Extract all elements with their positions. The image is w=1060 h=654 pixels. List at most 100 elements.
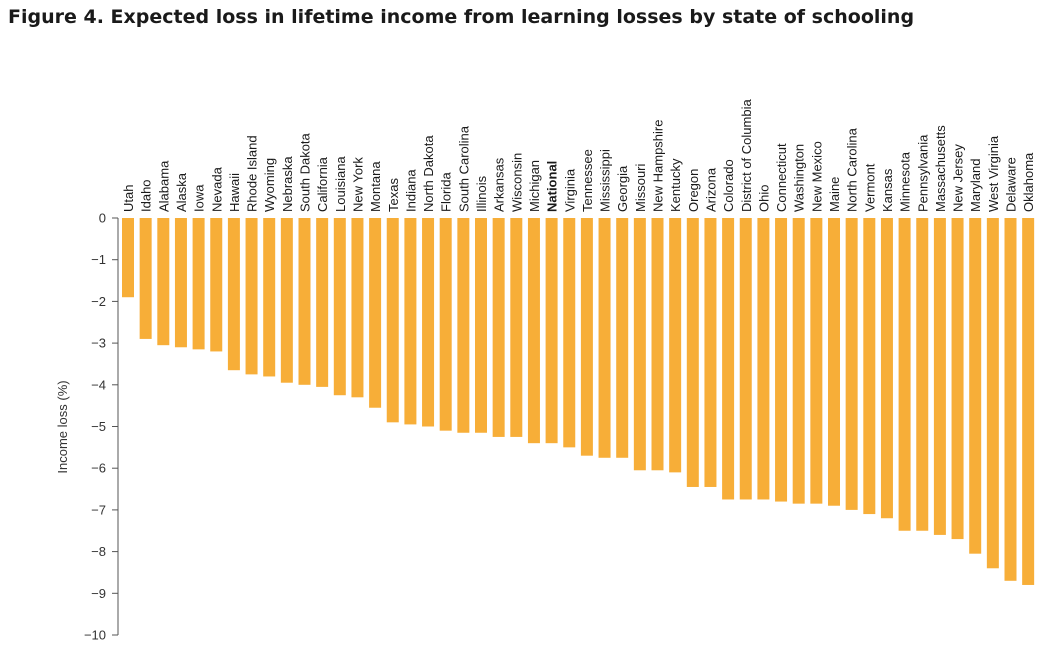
category-label: Indiana [403,169,418,212]
category-label: Missouri [633,163,648,212]
category-label: Illinois [474,175,489,212]
category-label: Delaware [1004,157,1019,212]
category-label: Ohio [756,185,771,212]
bar [386,218,399,423]
bar [775,218,788,502]
category-label: Kentucky [668,158,683,212]
y-tick-label: −5 [91,419,106,434]
bar [792,218,805,504]
category-label: Wyoming [262,158,277,212]
bar [880,218,893,519]
bar [527,218,540,444]
category-label: Vermont [862,163,877,212]
bar [298,218,311,385]
bar [969,218,982,554]
bar [916,218,929,531]
bar [1004,218,1017,581]
category-label: Connecticut [774,143,789,212]
bar [210,218,223,352]
category-label: New Mexico [809,141,824,212]
y-tick-label: −4 [91,377,106,392]
bar [333,218,346,396]
category-label: Nebraska [280,156,295,212]
bar [245,218,258,375]
bar [1022,218,1035,585]
bar [157,218,170,346]
bar [227,218,240,371]
category-label: District of Columbia [739,99,754,212]
bar [739,218,752,500]
category-label: Colorado [721,159,736,212]
bar [616,218,629,458]
category-label: Maine [827,177,842,212]
bar [457,218,470,433]
category-label: Rhode Island [245,135,260,212]
category-label: South Carolina [456,125,471,212]
bar [828,218,840,506]
category-label: Washington [792,144,807,212]
category-label: Arizona [703,167,718,212]
bar [404,218,417,425]
bar [951,218,964,540]
chart-title: Figure 4. Expected loss in lifetime inco… [8,6,915,28]
bar [722,218,735,500]
bar [704,218,717,487]
bar [686,218,699,487]
y-tick-label: −7 [91,502,106,517]
bar [369,218,382,408]
bar [510,218,523,437]
category-label: Tennessee [580,149,595,212]
category-label: Hawaii [227,173,242,212]
bar [563,218,576,448]
category-label: Florida [439,171,454,212]
category-label: Massachusetts [933,125,948,212]
y-tick-label: −10 [84,628,106,643]
bar [580,218,593,456]
category-label: West Virginia [986,135,1001,212]
category-label: Pennsylvania [915,134,930,212]
category-label: Alabama [156,160,171,212]
category-label: New Jersey [951,144,966,212]
category-label: Georgia [615,165,630,212]
category-label: Kansas [880,168,895,212]
category-label: Mississippi [598,149,613,212]
y-tick-label: −9 [91,586,106,601]
y-tick-label: −3 [91,336,106,351]
bar [316,218,329,387]
bar [757,218,770,500]
category-label: Oregon [686,169,701,212]
category-label: North Dakota [421,135,436,212]
bar [986,218,999,569]
bar [898,218,911,531]
bar [439,218,452,431]
y-tick-label: −2 [91,294,106,309]
bar [810,218,823,504]
category-label: Louisiana [333,156,348,212]
bar [863,218,876,515]
category-label: Montana [368,161,383,212]
bar [192,218,205,350]
y-tick-label: −1 [91,252,106,267]
bar [475,218,487,433]
y-tick-label: 0 [99,211,106,226]
category-label: National [545,161,560,212]
category-label: Iowa [192,184,207,212]
bar [598,218,611,458]
category-label: Michigan [527,160,542,212]
bar [545,218,558,444]
category-label: Minnesota [898,151,913,212]
bar [351,218,364,398]
category-label: Virginia [562,168,577,212]
bar [933,218,946,535]
bar [669,218,682,473]
category-label: Texas [386,178,401,212]
category-label: Wisconsin [509,153,524,212]
bar [139,218,152,339]
category-label: Idaho [139,179,154,212]
bar [122,218,134,298]
bar [280,218,293,383]
category-label: South Dakota [298,132,313,212]
category-label: Oklahoma [1021,152,1036,212]
category-label: Maryland [968,159,983,212]
